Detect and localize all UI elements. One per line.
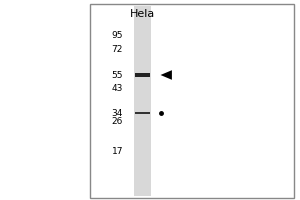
- Text: Hela: Hela: [130, 9, 155, 19]
- Polygon shape: [160, 70, 172, 80]
- Text: 34: 34: [112, 108, 123, 117]
- Text: 26: 26: [112, 116, 123, 126]
- Text: 55: 55: [112, 71, 123, 79]
- Text: 95: 95: [112, 30, 123, 40]
- Text: 17: 17: [112, 146, 123, 156]
- Bar: [135, 73, 150, 77]
- Text: 72: 72: [112, 45, 123, 53]
- Bar: [90, 4, 294, 198]
- Bar: [134, 6, 151, 196]
- Text: 43: 43: [112, 84, 123, 93]
- Bar: [135, 112, 150, 114]
